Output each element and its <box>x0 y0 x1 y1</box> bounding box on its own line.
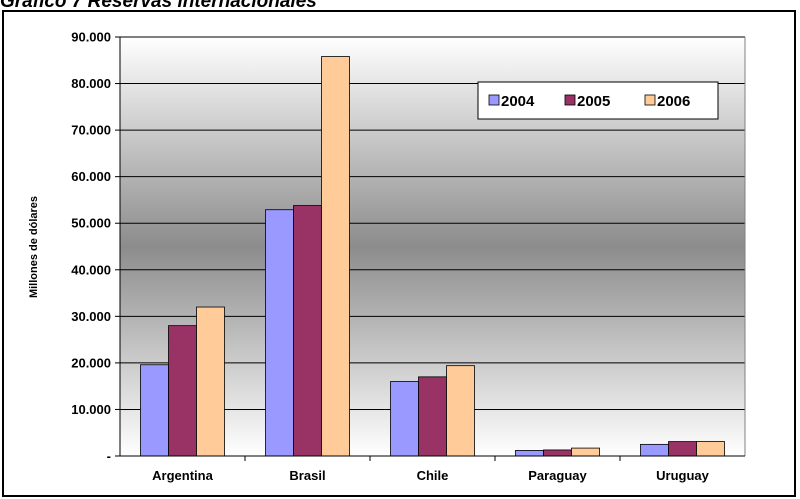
axes: - 10.000 20.000 30.000 40.000 50.000 60.000 70.… <box>28 30 746 483</box>
bar-2004-paraguay <box>515 450 544 457</box>
x-tick-label: Paraguay <box>528 468 587 483</box>
bar-2004-chile <box>390 381 419 457</box>
y-tick-label: 50.000 <box>71 216 111 231</box>
legend-label-2005: 2005 <box>577 93 610 110</box>
bar-2005-argentina <box>168 325 197 457</box>
x-tick-label: Argentina <box>152 468 213 483</box>
bar-2004-argentina <box>140 364 169 457</box>
chart-title: Gráfico 7 Reservas internacionales <box>0 0 317 12</box>
y-tick-label: 70.000 <box>71 123 111 138</box>
x-tick-label: Chile <box>417 468 449 483</box>
bar-2005-brasil <box>293 205 322 457</box>
y-tick-label: 20.000 <box>71 355 111 370</box>
legend-swatch-2005 <box>564 94 576 106</box>
legend-box <box>477 81 719 120</box>
bar-2005-chile <box>418 376 447 457</box>
bar-2004-brasil <box>265 209 294 457</box>
bar-2006-argentina <box>196 306 225 457</box>
y-tick-label: 30.000 <box>71 309 111 324</box>
legend-label-2006: 2006 <box>657 93 690 110</box>
legend-swatch-2006 <box>644 94 656 106</box>
bar-2006-chile <box>446 365 475 457</box>
y-tick-label: 80.000 <box>71 76 111 91</box>
legend-label-2004: 2004 <box>501 93 535 110</box>
bar-2006-paraguay <box>571 447 600 457</box>
x-tick-label: Brasil <box>289 468 325 483</box>
y-tick-label: 60.000 <box>71 169 111 184</box>
legend-swatch-2004 <box>488 94 500 106</box>
y-tick-label: 90.000 <box>71 30 111 45</box>
bars <box>140 56 725 457</box>
y-tick-label: 10.000 <box>71 402 111 417</box>
bar-2006-brasil <box>321 56 350 457</box>
bar-2005-uruguay <box>668 441 697 457</box>
bar-2006-uruguay <box>696 441 725 457</box>
y-tick-label: - <box>107 449 111 464</box>
y-axis-title: Millones de dólares <box>28 196 40 298</box>
y-tick-label: 40.000 <box>71 262 111 277</box>
bar-2005-paraguay <box>543 449 572 457</box>
bar-2004-uruguay <box>640 443 669 457</box>
legend: 2004 2005 2006 <box>477 81 719 120</box>
x-tick-label: Uruguay <box>656 468 710 483</box>
